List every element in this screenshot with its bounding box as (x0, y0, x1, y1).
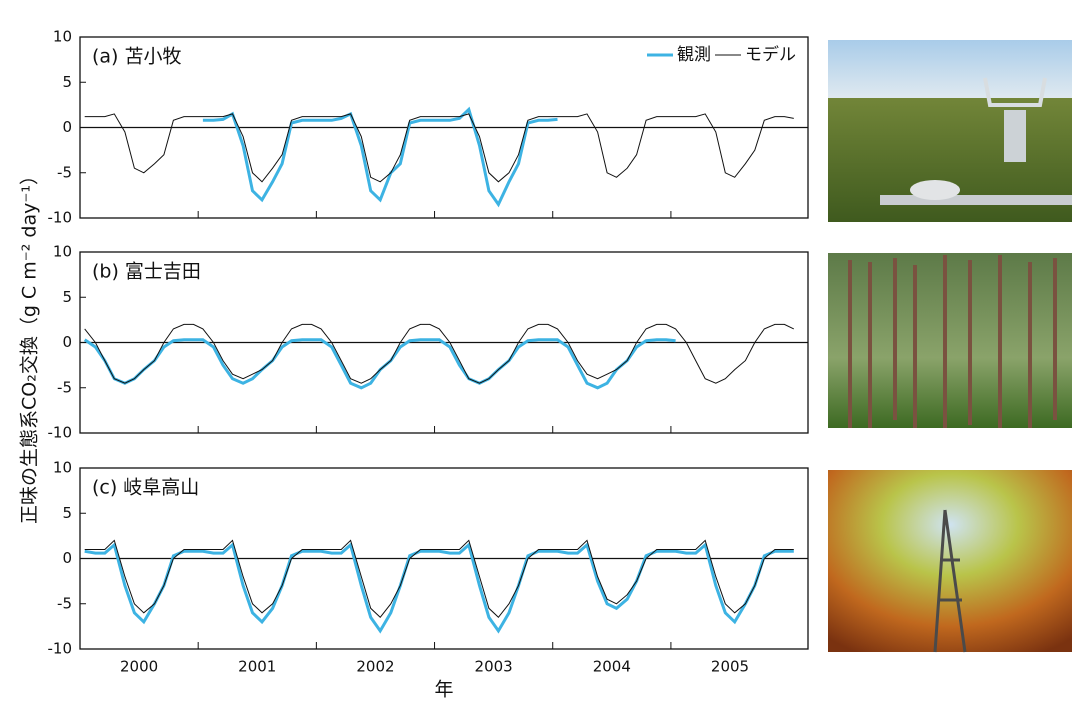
legend-label: 観測 (677, 45, 711, 65)
y-tick-label: 10 (53, 28, 72, 46)
y-tick-label: -5 (57, 163, 72, 181)
y-tick-label: -10 (48, 640, 73, 658)
x-tick-label: 2005 (711, 658, 749, 676)
x-axis-label: 年 (434, 679, 453, 701)
x-tick-label: 2000 (120, 658, 158, 676)
y-tick-label: 10 (53, 459, 72, 477)
x-tick-label: 2002 (356, 658, 394, 676)
photo-tomakomai (828, 40, 1072, 222)
series-line (84, 539, 794, 619)
x-tick-label: 2004 (593, 658, 631, 676)
series-line (202, 106, 558, 208)
series-line (84, 113, 794, 183)
series-line (83, 338, 676, 390)
series-line (84, 323, 795, 384)
y-axis-label: 正味の生態系CO₂交換（g C m⁻² day⁻¹） (19, 166, 41, 524)
panel-title: (b) 富士吉田 (92, 261, 201, 283)
y-tick-label: -10 (48, 424, 73, 442)
y-tick-label: 5 (62, 73, 72, 91)
y-tick-label: 10 (53, 243, 72, 261)
y-tick-label: -5 (57, 378, 72, 396)
legend-label: モデル (745, 44, 796, 65)
y-tick-label: 5 (62, 288, 72, 306)
panel-title: (c) 岐阜高山 (92, 477, 199, 499)
y-tick-label: 0 (62, 333, 72, 351)
y-tick-label: 0 (62, 549, 72, 567)
series-line (84, 542, 794, 634)
y-tick-label: -5 (57, 594, 72, 612)
photo-takayama (828, 470, 1072, 653)
x-tick-label: 2001 (238, 658, 276, 676)
y-tick-label: 0 (62, 118, 72, 136)
photo-fujiyoshida (828, 253, 1072, 428)
x-tick-label: 2003 (475, 658, 513, 676)
panel-title: (a) 苫小牧 (92, 46, 182, 68)
y-tick-label: 5 (62, 504, 72, 522)
y-tick-label: -10 (48, 209, 73, 227)
